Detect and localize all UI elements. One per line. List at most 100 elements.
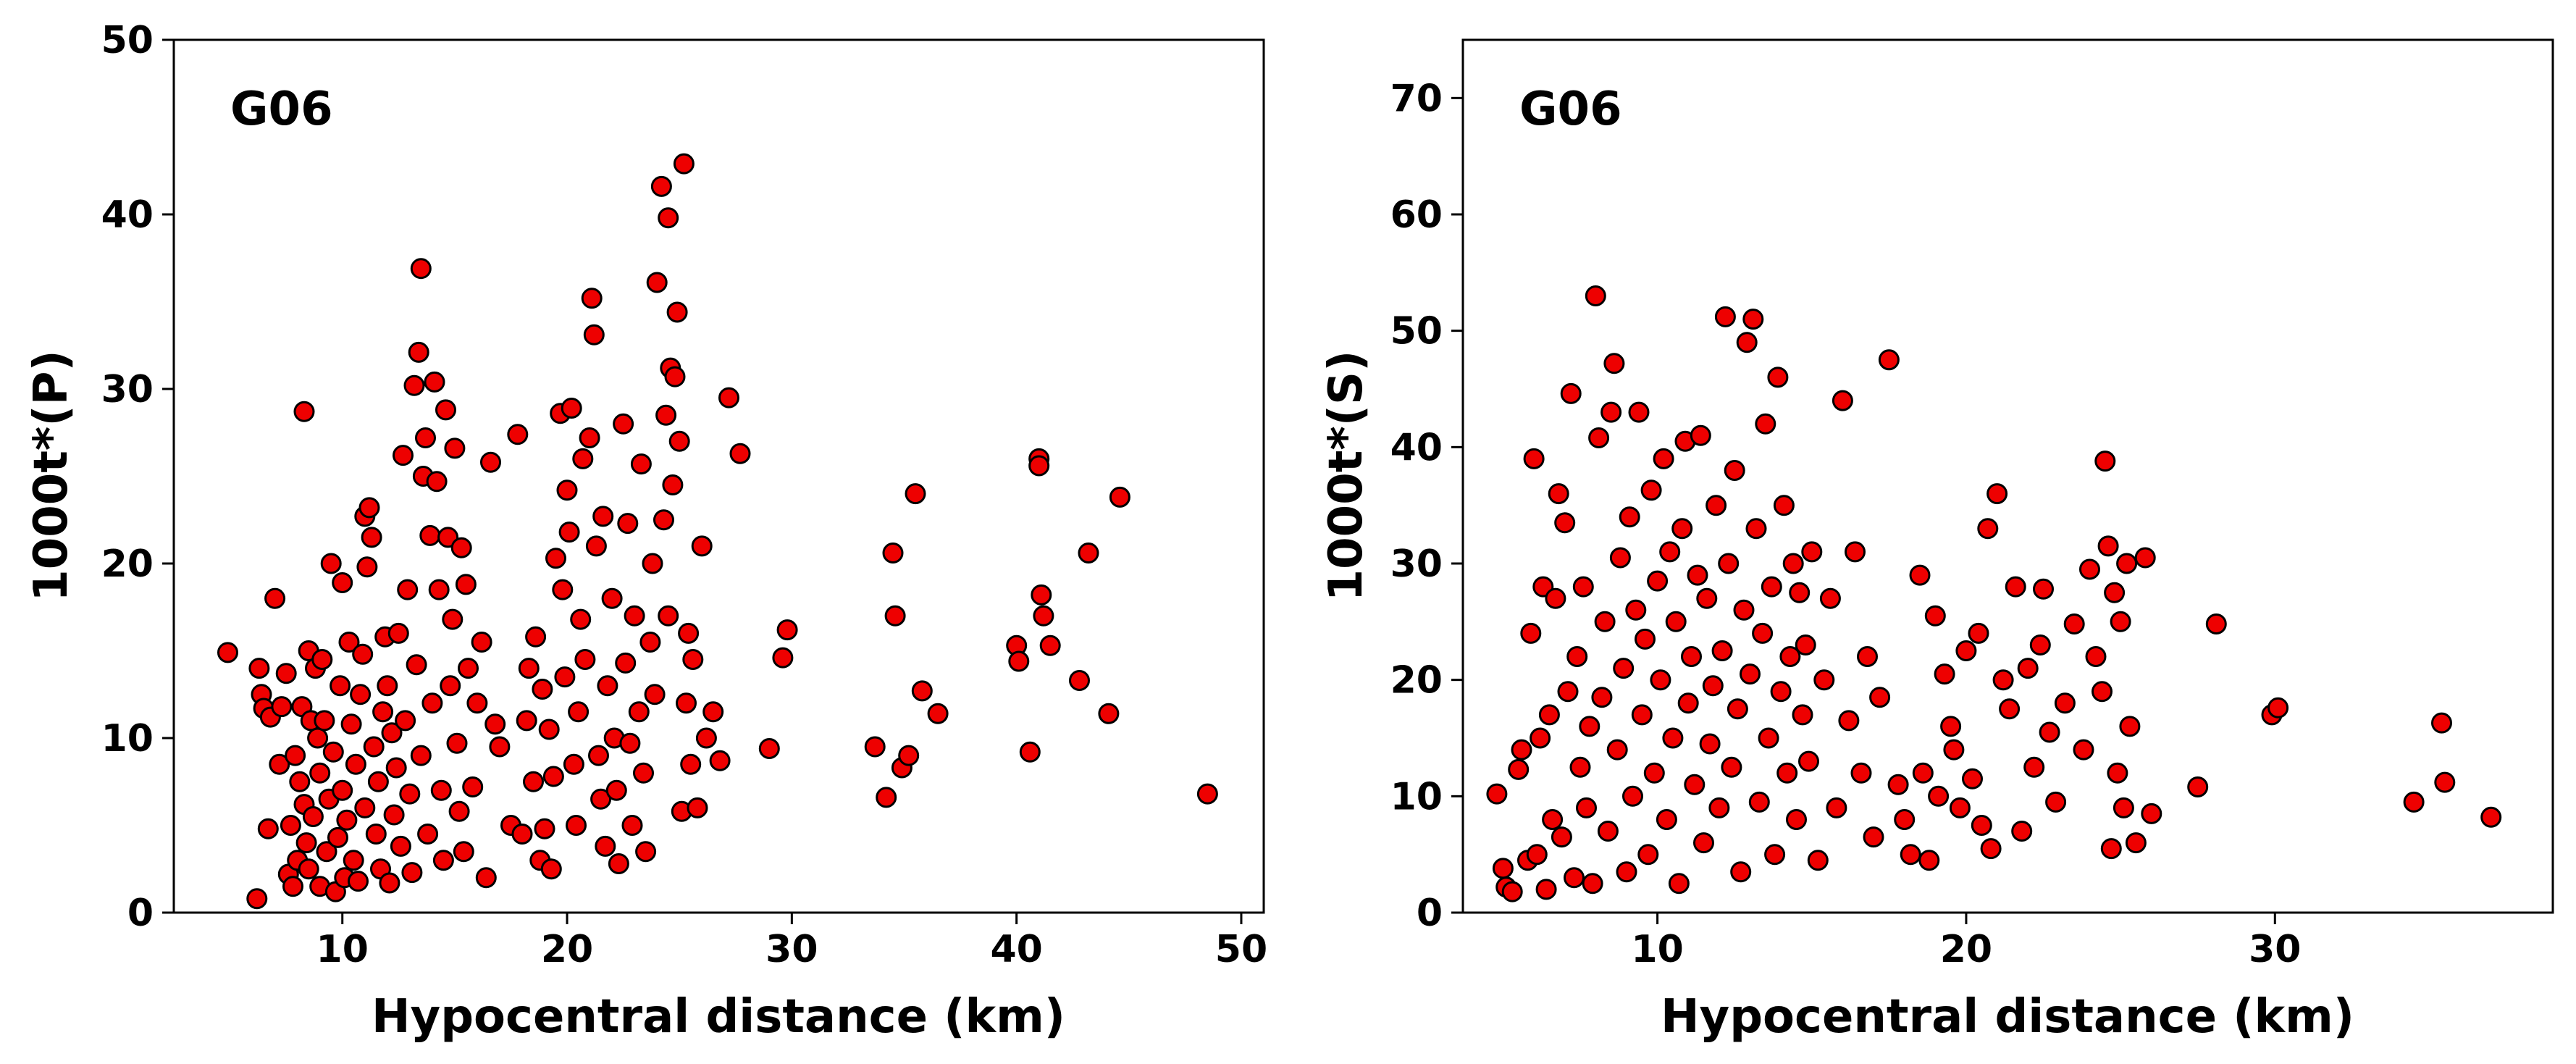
data-point	[1033, 605, 1054, 627]
data-point	[1576, 797, 1597, 818]
data-point	[568, 701, 590, 723]
data-point	[1031, 584, 1052, 606]
x-axis-label: Hypocentral distance (km)	[1661, 990, 2354, 1044]
data-point	[617, 513, 639, 535]
data-point	[1918, 850, 1940, 871]
data-point	[597, 675, 618, 697]
data-point	[2092, 681, 2113, 703]
data-point	[377, 675, 398, 697]
data-point	[1727, 698, 1748, 720]
data-point	[2045, 791, 2067, 813]
data-point	[330, 675, 351, 697]
y-axis-label: 1000t*(S)	[1320, 351, 1373, 602]
data-point	[1894, 809, 1916, 830]
data-point	[367, 771, 389, 792]
data-point	[1637, 844, 1659, 866]
data-point	[572, 448, 594, 469]
data-point	[1665, 611, 1687, 632]
data-point	[1740, 663, 1761, 685]
data-point	[898, 745, 920, 766]
data-point	[390, 835, 411, 857]
data-point	[1551, 826, 1572, 848]
data-point	[702, 701, 724, 723]
data-point	[332, 779, 353, 801]
data-point	[1813, 669, 1835, 691]
data-point	[709, 750, 731, 771]
data-point	[466, 692, 488, 714]
data-point	[1526, 844, 1548, 866]
data-point	[1730, 861, 1752, 883]
x-tick-label: 20	[1940, 928, 1992, 971]
data-point	[1631, 704, 1653, 726]
y-tick-label: 20	[101, 543, 154, 586]
data-point	[1702, 675, 1724, 697]
data-point	[579, 427, 600, 448]
data-point	[246, 888, 268, 910]
y-tick-label: 0	[1417, 892, 1443, 935]
data-point	[608, 853, 629, 874]
data-point	[1069, 670, 1090, 691]
data-point	[590, 788, 612, 810]
data-point	[911, 680, 933, 702]
data-point	[426, 471, 448, 493]
data-point	[1520, 622, 1542, 644]
data-point	[628, 701, 650, 723]
data-point	[311, 649, 333, 670]
data-point	[1761, 576, 1782, 598]
data-point	[655, 404, 677, 426]
data-point	[615, 652, 637, 674]
data-point	[695, 727, 717, 749]
data-point	[372, 701, 394, 723]
data-point	[415, 427, 436, 448]
data-point	[248, 658, 270, 679]
data-point	[2134, 547, 2156, 569]
data-point	[1548, 483, 1569, 505]
x-tick-label: 50	[1215, 928, 1267, 971]
data-point	[395, 710, 416, 732]
data-point	[1940, 716, 1962, 737]
data-point	[1622, 785, 1643, 807]
data-point	[2116, 553, 2138, 574]
data-point	[401, 862, 423, 884]
data-point	[383, 804, 405, 826]
data-point	[428, 579, 450, 600]
data-point	[644, 684, 666, 705]
data-point	[2205, 613, 2227, 634]
data-point	[558, 521, 580, 543]
x-axis-label: Hypocentral distance (km)	[372, 990, 1065, 1044]
data-point	[1752, 622, 1774, 644]
data-point	[682, 649, 704, 670]
data-point	[1711, 640, 1733, 661]
data-point	[1949, 797, 1971, 818]
data-point	[340, 713, 362, 735]
data-point	[2141, 803, 2162, 824]
data-point	[1986, 483, 2008, 505]
data-point	[1635, 628, 1656, 650]
data-point	[523, 771, 544, 792]
data-point	[1845, 541, 1866, 563]
data-point	[1486, 783, 1508, 805]
data-point	[687, 797, 708, 818]
data-point	[876, 787, 897, 808]
data-point	[1869, 687, 1891, 708]
data-point	[314, 710, 335, 732]
data-point	[1671, 518, 1693, 540]
data-point	[1962, 768, 1983, 789]
data-point	[1684, 774, 1706, 795]
y-tick-label: 40	[101, 193, 154, 237]
data-point	[410, 745, 432, 766]
data-point	[471, 632, 492, 653]
data-point	[1782, 553, 1804, 574]
data-point	[1600, 401, 1622, 423]
data-point	[442, 608, 463, 630]
data-point	[1530, 727, 1551, 749]
data-point	[2434, 771, 2456, 793]
data-point	[1786, 809, 1807, 830]
data-point	[1850, 762, 1872, 784]
data-point	[563, 753, 584, 775]
data-point	[884, 605, 906, 627]
data-point	[613, 413, 634, 435]
data-point	[1980, 838, 2002, 860]
data-point	[1535, 879, 1557, 900]
data-point	[1934, 663, 1955, 685]
